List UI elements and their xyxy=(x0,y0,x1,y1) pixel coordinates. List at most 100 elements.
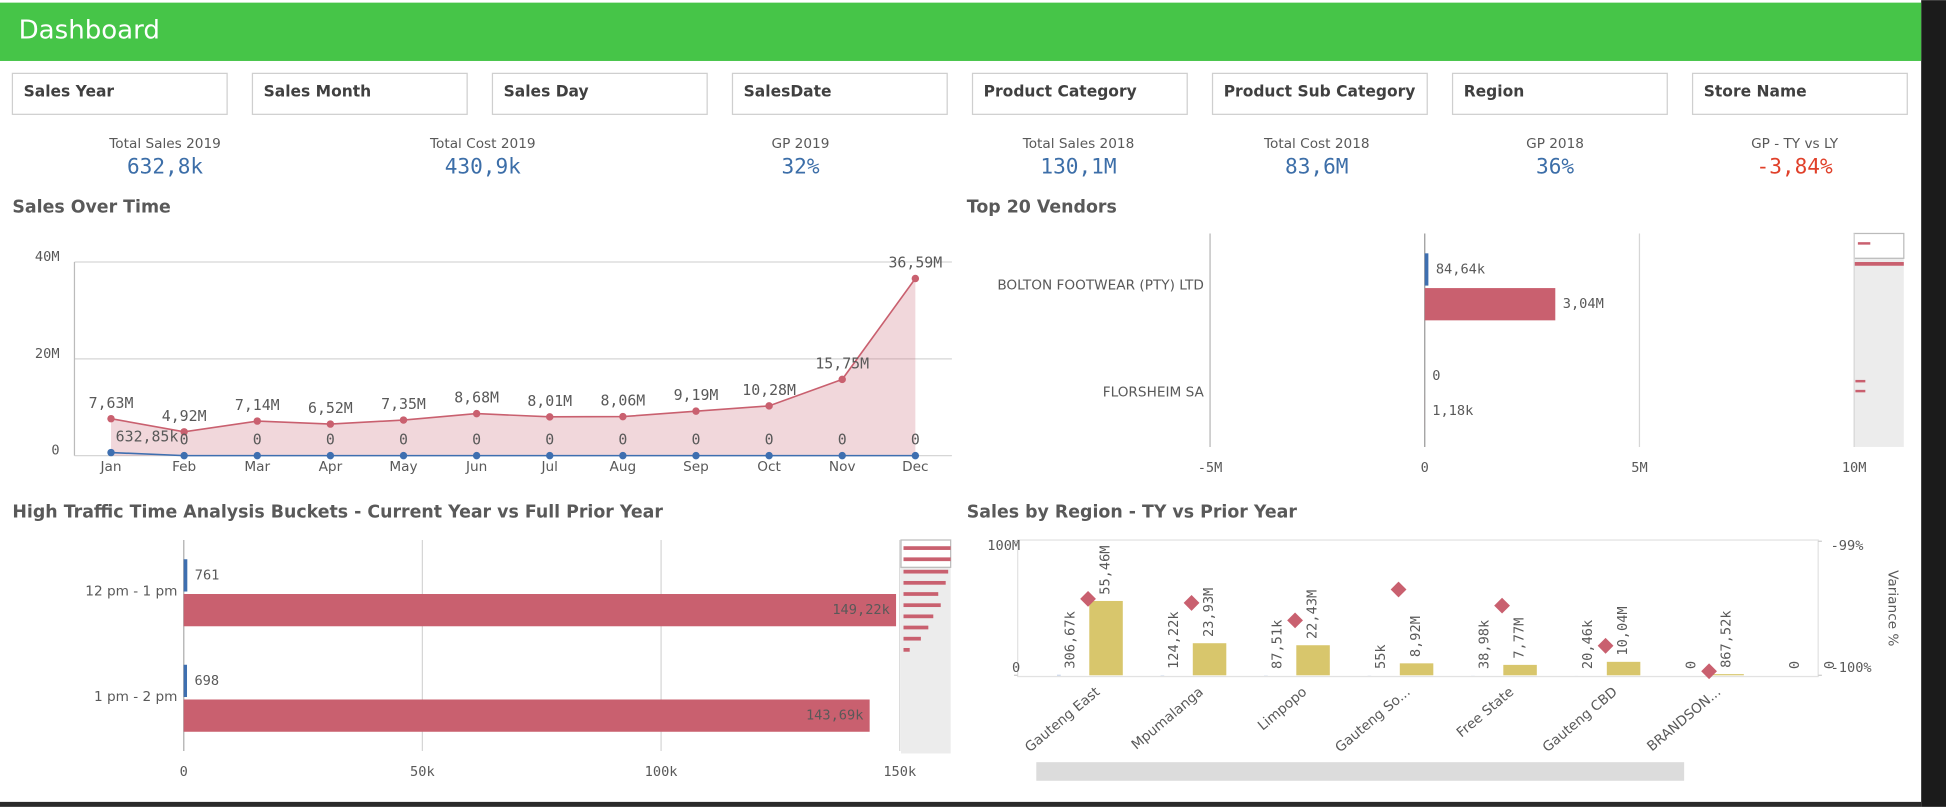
data-label: 87,51k xyxy=(1270,620,1286,669)
data-label: 0 xyxy=(1684,661,1700,669)
chart-title: Top 20 Vendors xyxy=(967,197,1117,217)
data-label: 6,52M xyxy=(308,399,353,417)
point xyxy=(107,448,115,457)
filter-label: Sales Day xyxy=(504,82,589,100)
x-tick-label: Aug xyxy=(610,459,637,475)
data-label: 20,46k xyxy=(1580,620,1596,669)
data-label: 4,92M xyxy=(162,407,207,425)
data-label: 0 xyxy=(253,431,262,449)
kpi-value: 130,1M xyxy=(1040,154,1116,179)
filter-label: Sales Month xyxy=(264,82,372,100)
point xyxy=(838,375,846,384)
data-label: 306,67k xyxy=(1063,611,1079,669)
data-label: 0 xyxy=(1787,661,1803,669)
header-bar xyxy=(0,2,1922,61)
point xyxy=(253,417,261,425)
y2-tick-label: -99% xyxy=(1831,538,1864,554)
x-tick-label: Apr xyxy=(319,459,343,475)
filter-box[interactable] xyxy=(1211,72,1428,115)
filter-label: Product Category xyxy=(984,82,1137,100)
data-label: 55k xyxy=(1373,644,1389,669)
bar xyxy=(1424,288,1556,321)
data-label: 8,01M xyxy=(527,392,572,410)
filter-box[interactable] xyxy=(491,72,708,115)
data-label: 23,93M xyxy=(1201,588,1217,637)
point xyxy=(838,451,846,460)
chart-title: Sales by Region - TY vs Prior Year xyxy=(967,503,1298,523)
data-label: 15,75M xyxy=(815,354,869,372)
x-tick-label: 0 xyxy=(1421,460,1429,476)
filter-box[interactable] xyxy=(11,72,228,115)
data-label: 9,19M xyxy=(674,386,719,404)
data-label: 149,22k xyxy=(832,602,889,618)
y-tick-label: BOLTON FOOTWEAR (PTY) LTD xyxy=(997,278,1204,294)
line xyxy=(110,278,916,433)
data-label: 55,46M xyxy=(1097,545,1113,594)
chart-title: Sales Over Time xyxy=(12,197,170,217)
y-tick-label: 12 pm - 1 pm xyxy=(85,584,177,600)
data-label: 8,92M xyxy=(1408,616,1424,657)
y-tick-label: 20M xyxy=(35,346,60,362)
x-tick-label: Jan xyxy=(100,459,122,475)
data-label: 0 xyxy=(911,431,920,449)
filter-box[interactable] xyxy=(731,72,948,115)
kpis: Total Sales 2019 632,8k Total Cost 2019 430… xyxy=(108,136,1838,179)
data-label: 8,68M xyxy=(454,389,499,407)
x-tick-label: 0 xyxy=(180,764,188,780)
bar xyxy=(1296,645,1330,676)
area xyxy=(111,278,916,456)
data-label: 0 xyxy=(691,431,700,449)
data-label: 7,14M xyxy=(235,396,280,414)
filter-box[interactable] xyxy=(971,72,1188,115)
filter-label: Product Sub Category xyxy=(1224,82,1416,100)
x-tick-label: Feb xyxy=(172,459,196,475)
x-tick-label: May xyxy=(389,459,417,475)
point xyxy=(472,409,481,418)
x-tick-label: Oct xyxy=(757,459,781,475)
x-tick-label: 100k xyxy=(645,764,678,780)
data-label: 22,43M xyxy=(1304,590,1320,639)
data-label: 3,04M xyxy=(1563,296,1604,312)
data-label: 0 xyxy=(838,431,847,449)
filter-box[interactable] xyxy=(1691,72,1908,115)
point xyxy=(692,407,700,415)
point xyxy=(180,428,188,436)
data-label: 84,64k xyxy=(1436,261,1485,277)
filter-box[interactable] xyxy=(251,72,468,115)
scrollbar[interactable] xyxy=(1036,762,1685,781)
data-label: 143,69k xyxy=(806,708,864,724)
y-tick-label: 0 xyxy=(51,443,59,459)
data-label: 36,59M xyxy=(888,254,942,272)
data-label: 8,06M xyxy=(600,392,645,410)
x-tick-label: Dec xyxy=(902,459,928,475)
bar xyxy=(1606,661,1641,676)
data-label: 632,85k xyxy=(116,428,179,446)
data-label: 698 xyxy=(194,673,219,689)
data-label: 0 xyxy=(1822,661,1838,669)
kpi-value: -3,84% xyxy=(1757,154,1833,179)
x-tick-label: Jun xyxy=(465,459,487,475)
data-label: 0 xyxy=(765,431,774,449)
filter-box[interactable] xyxy=(1451,72,1668,115)
point xyxy=(546,413,554,421)
bar xyxy=(1089,600,1123,676)
point xyxy=(326,451,335,460)
kpi-label: GP 2018 xyxy=(1526,136,1584,152)
bar xyxy=(183,559,188,592)
data-label: 867,52k xyxy=(1718,610,1734,668)
data-label: 0 xyxy=(180,431,189,449)
data-label: 7,77M xyxy=(1511,618,1527,659)
line xyxy=(110,451,916,457)
x-tick-label: -5M xyxy=(1198,460,1223,476)
x-tick-label: Jul xyxy=(541,459,558,475)
filter-label: SalesDate xyxy=(744,82,832,100)
bar xyxy=(183,594,897,627)
kpi-value: 36% xyxy=(1536,154,1574,179)
point xyxy=(253,451,261,460)
filter-label: Store Name xyxy=(1704,82,1807,100)
data-label: 10,04M xyxy=(1615,606,1631,655)
point xyxy=(765,402,773,410)
kpi-value: 32% xyxy=(781,154,819,179)
point xyxy=(911,451,920,460)
